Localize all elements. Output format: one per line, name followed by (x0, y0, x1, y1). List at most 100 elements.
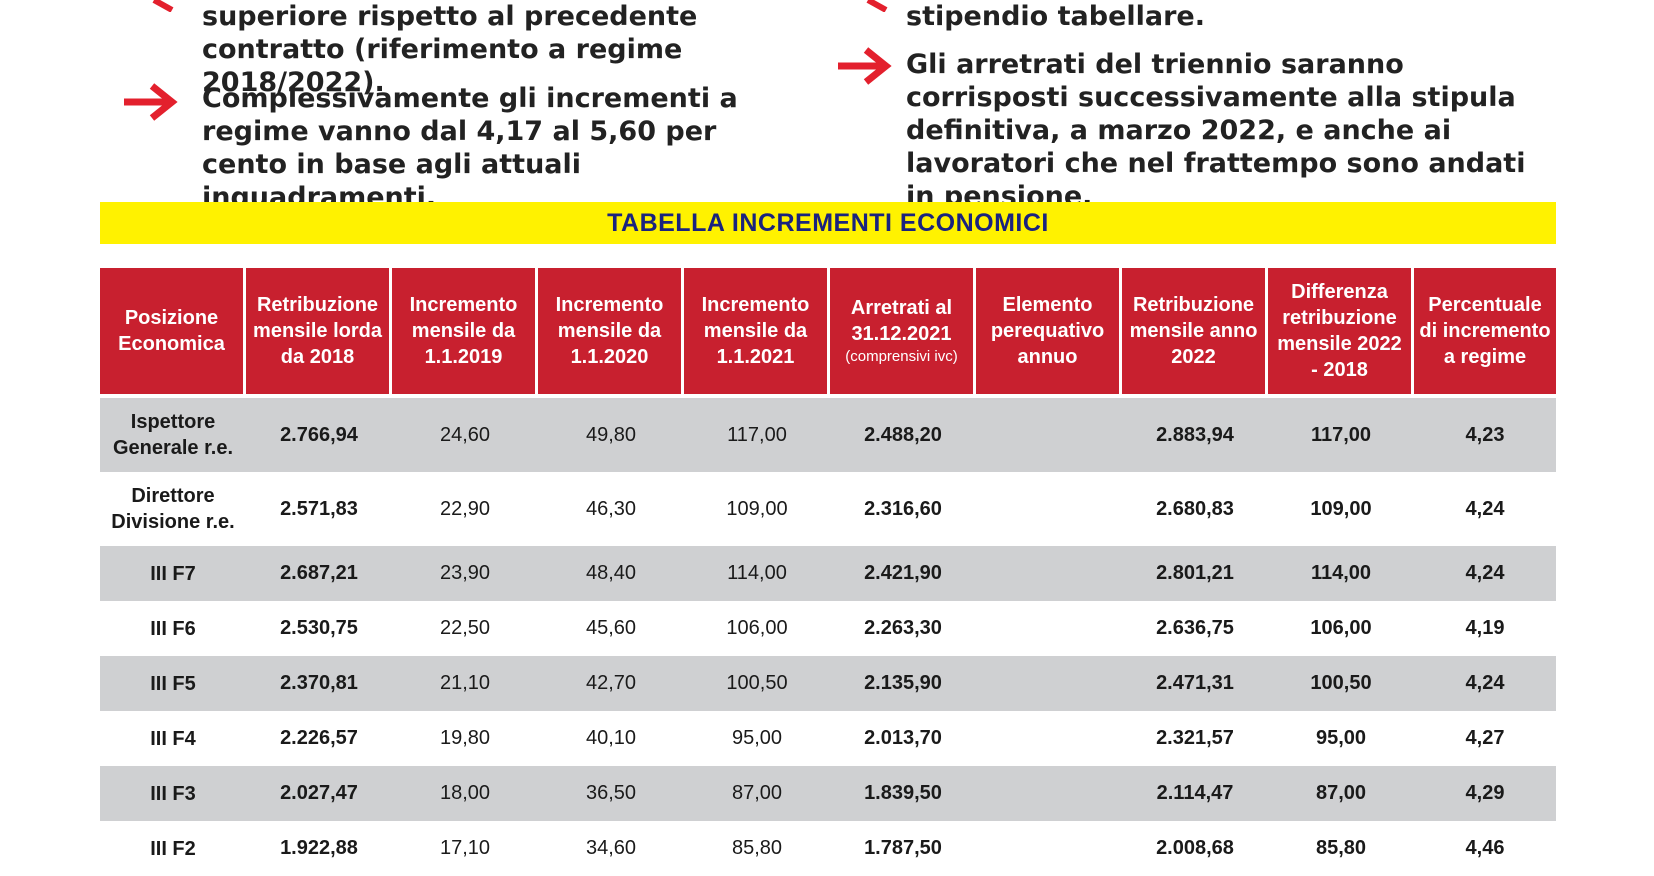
value-cell: 36,50 (538, 766, 684, 821)
value-cell: 2.114,47 (1122, 766, 1268, 821)
value-cell: 117,00 (1268, 394, 1414, 472)
column-header: Elemento perequativo annuo (976, 268, 1122, 394)
column-header: Posizione Economica (100, 268, 246, 394)
value-cell: 1.839,50 (830, 766, 976, 821)
arrow-right-icon (838, 47, 892, 85)
value-cell: 2.687,21 (246, 546, 392, 601)
value-cell: 2.680,83 (1156, 497, 1234, 520)
value-cell: 106,00 (1310, 617, 1372, 639)
arrow-right-icon (124, 83, 178, 121)
value-cell: 18,00 (392, 766, 538, 821)
value-cell (976, 711, 1122, 766)
column-header-label: Retribuzione mensile lorda da 2018 (253, 294, 382, 368)
value-cell (976, 766, 1122, 821)
value-cell: 2.316,60 (864, 497, 942, 520)
value-cell: 2.321,57 (1156, 727, 1234, 749)
value-cell: 2.135,90 (830, 656, 976, 711)
value-cell: 4,23 (1414, 394, 1556, 472)
value-cell: 4,29 (1414, 766, 1556, 821)
value-cell: 85,80 (731, 837, 783, 859)
column-header-label: Posizione Economica (118, 307, 225, 355)
value-cell: 34,60 (585, 837, 637, 859)
value-cell: 22,50 (439, 617, 491, 639)
value-cell: 2.008,68 (1156, 837, 1234, 859)
value-cell: 114,00 (684, 546, 830, 601)
value-cell: 2.421,90 (830, 546, 976, 601)
value-cell: 1.922,88 (280, 837, 358, 859)
column-header-label: Arretrati al 31.12.2021 (850, 297, 953, 345)
value-cell: 2.636,75 (1156, 617, 1234, 639)
value-cell: 42,70 (538, 656, 684, 711)
table-header-row: Posizione Economica Retribuzione mensile … (100, 268, 1556, 394)
increments-table: Posizione Economica Retribuzione mensile … (100, 268, 1556, 876)
value-cell: 106,00 (726, 617, 788, 639)
value-cell: 17,10 (439, 837, 491, 859)
table-row: III F3 2.027,47 18,00 36,50 87,00 1.839,50 2.1… (100, 766, 1556, 821)
column-header: Incremento mensile da 1.1.2019 (392, 268, 538, 394)
value-cell: 2.530,75 (280, 617, 358, 639)
position-cell: Ispettore Generale r.e. (100, 394, 246, 472)
arrow-right-icon (152, 0, 174, 12)
table-row: III F2 1.922,88 17,10 34,60 85,80 1.787,50 2.0… (100, 821, 1556, 876)
value-cell: 22,90 (439, 497, 491, 520)
value-cell: 40,10 (585, 727, 637, 749)
value-cell: 4,46 (1465, 837, 1505, 859)
column-header-label: Retribuzione mensile anno 2022 (1129, 294, 1258, 368)
value-cell: 114,00 (1268, 546, 1414, 601)
value-cell: 2.263,30 (864, 617, 942, 639)
bullet-text: superiore rispetto al precedente contrat… (202, 1, 698, 98)
column-header: Incremento mensile da 1.1.2021 (684, 268, 830, 394)
column-header-label: Incremento mensile da 1.1.2020 (555, 294, 664, 368)
value-cell: 2.013,70 (864, 727, 942, 749)
position-cell: III F7 (100, 546, 246, 601)
value-cell (976, 821, 1122, 876)
value-cell: 2.471,31 (1122, 656, 1268, 711)
value-cell: 85,80 (1315, 837, 1367, 859)
position-cell: III F5 (100, 656, 246, 711)
table-row: III F5 2.370,81 21,10 42,70 100,50 2.135,90 2.… (100, 656, 1556, 711)
bullet-left-2: Complessivamente gli incrementi a regime… (202, 82, 802, 214)
table-row: III F4 2.226,57 19,80 40,10 95,00 2.013,70 2.3… (100, 711, 1556, 766)
table-row: Ispettore Generale r.e. 2.766,94 24,60 49,8… (100, 394, 1556, 472)
value-cell: 4,19 (1465, 617, 1505, 639)
bullet-left-1: superiore rispetto al precedente contrat… (202, 0, 802, 99)
value-cell: 4,24 (1414, 546, 1556, 601)
value-cell: 2.488,20 (830, 394, 976, 472)
value-cell: 45,60 (585, 617, 637, 639)
column-header: Retribuzione mensile lorda da 2018 (246, 268, 392, 394)
bullet-right-2: Gli arretrati del triennio saranno corri… (906, 48, 1546, 213)
value-cell: 87,00 (1268, 766, 1414, 821)
value-cell: 100,50 (1268, 656, 1414, 711)
value-cell: 4,27 (1465, 727, 1505, 749)
table-row: Direttore Divisione r.e. 2.571,83 22,90 46,… (100, 472, 1556, 546)
value-cell: 2.883,94 (1122, 394, 1268, 472)
bullet-right-1: stipendio tabellare. (906, 0, 1546, 33)
position-cell: Direttore Divisione r.e. (111, 485, 235, 533)
value-cell: 24,60 (392, 394, 538, 472)
value-cell: 19,80 (439, 727, 491, 749)
value-cell: 100,50 (684, 656, 830, 711)
value-cell: 48,40 (538, 546, 684, 601)
value-cell: 21,10 (392, 656, 538, 711)
table-title-banner: TABELLA INCREMENTI ECONOMICI (100, 202, 1556, 244)
value-cell: 2.571,83 (280, 497, 358, 520)
value-cell: 2.801,21 (1122, 546, 1268, 601)
column-header-label: Percentuale di incremento a regime (1419, 294, 1551, 368)
value-cell: 2.027,47 (246, 766, 392, 821)
value-cell: 87,00 (684, 766, 830, 821)
value-cell: 95,00 (731, 727, 783, 749)
bullet-text: Gli arretrati del triennio saranno corri… (906, 49, 1526, 212)
value-cell (976, 394, 1122, 472)
value-cell: 117,00 (684, 394, 830, 472)
position-cell: III F6 (150, 617, 196, 640)
column-header: Arretrati al 31.12.2021 (comprensivi ivc) (830, 268, 976, 394)
value-cell: 46,30 (585, 497, 637, 520)
position-cell: III F3 (100, 766, 246, 821)
value-cell (976, 601, 1122, 656)
value-cell: 109,00 (726, 497, 788, 520)
column-header: Incremento mensile da 1.1.2020 (538, 268, 684, 394)
position-cell: III F4 (150, 727, 196, 750)
value-cell: 4,24 (1414, 656, 1556, 711)
column-header-label: Incremento mensile da 1.1.2021 (701, 294, 810, 368)
value-cell: 49,80 (538, 394, 684, 472)
